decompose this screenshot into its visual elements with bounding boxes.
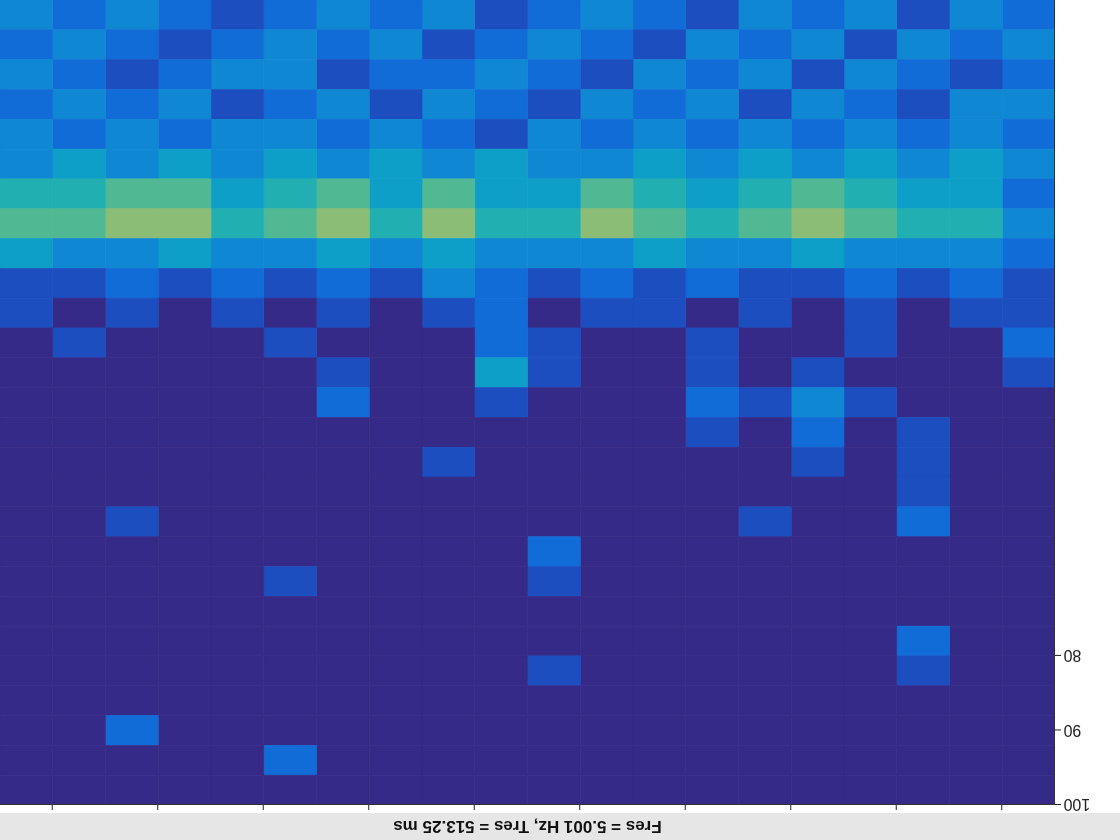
html-text:Fres = 5.001 Hz, Tres = 513.25: Fres = 5.001 Hz, Tres = 513.25 ms	[393, 817, 662, 836]
svg-text:100: 100	[1063, 796, 1090, 813]
svg-text:90: 90	[1063, 722, 1081, 739]
svg-text:80: 80	[1063, 647, 1081, 664]
